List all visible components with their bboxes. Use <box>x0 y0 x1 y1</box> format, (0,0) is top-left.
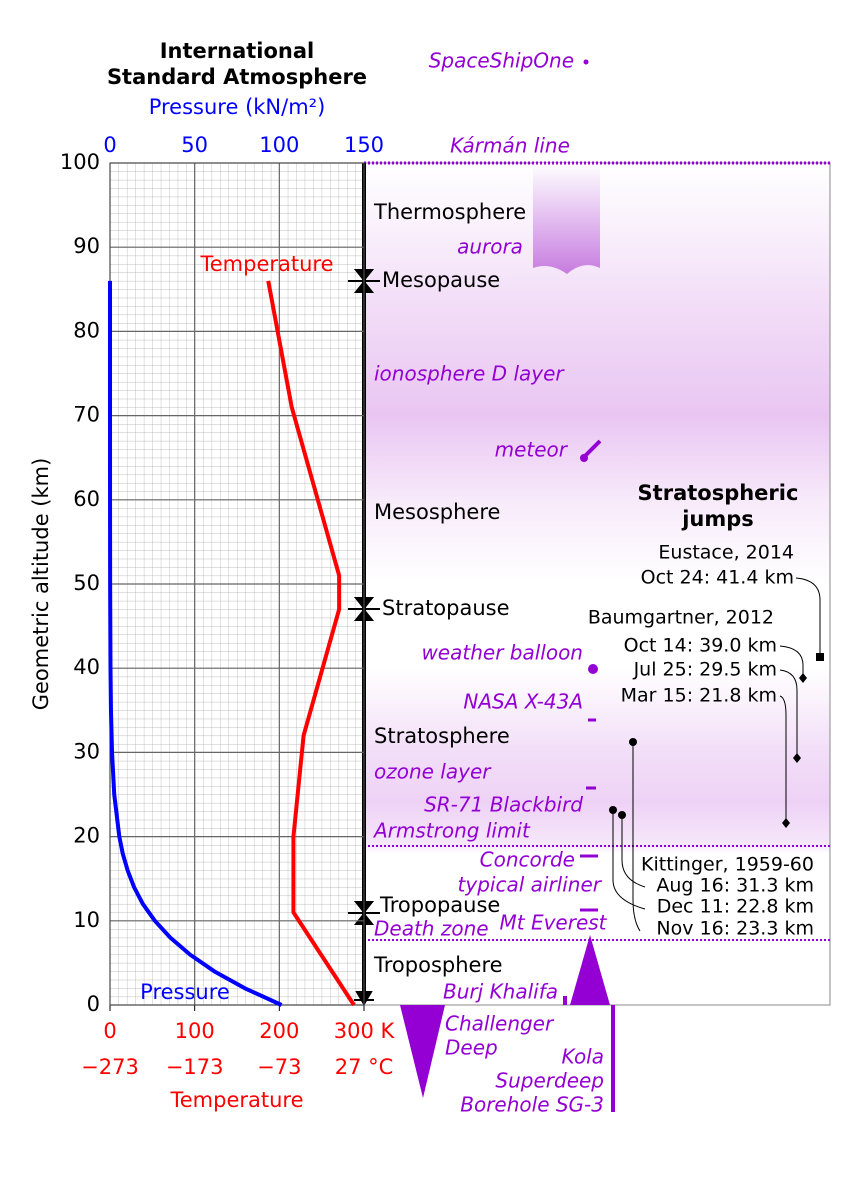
jump-label: Aug 16: 31.3 km <box>656 875 814 897</box>
meteor-head <box>580 454 588 462</box>
y-tick-label: 0 <box>87 992 100 1016</box>
annotation: SpaceShipOne <box>429 49 574 73</box>
x-tick-label: 50 <box>181 133 208 157</box>
y-tick-label: 70 <box>73 403 100 427</box>
series-line <box>108 280 283 1007</box>
annotation: aurora <box>457 235 523 259</box>
y-tick-label: 90 <box>73 234 100 258</box>
layer-label: Stratosphere <box>374 724 510 748</box>
celsius-tick-label: −73 <box>257 1055 301 1079</box>
title: Standard Atmosphere <box>107 65 367 89</box>
annotation: Deep <box>445 1036 498 1060</box>
pause-label: Mesopause <box>382 268 500 292</box>
jump-label: Kittinger, 1959-60 <box>641 854 814 876</box>
jump-leaders <box>612 577 821 932</box>
jump-label: Oct 14: 39.0 km <box>624 635 777 657</box>
spaceshipone-mark <box>583 59 589 65</box>
annotation: Death zone <box>374 917 489 941</box>
jump-label: Eustace, 2014 <box>658 542 794 564</box>
x2-tick-label: 300 K <box>334 1019 396 1043</box>
layer-label: Mesosphere <box>374 500 500 524</box>
series-label: Pressure <box>140 980 230 1004</box>
pause-label: Tropopause <box>379 893 500 917</box>
x-tick-label: 150 <box>344 133 384 157</box>
jumps-title: jumps <box>681 507 754 531</box>
jump-label: Dec 11: 22.8 km <box>657 896 814 918</box>
x2-tick-label: 200 <box>259 1019 299 1043</box>
annotation: SR-71 Blackbird <box>424 793 583 817</box>
annotation: typical airliner <box>458 873 603 897</box>
jump-label: Jul 25: 29.5 km <box>633 659 777 681</box>
jump-label: Nov 16: 23.3 km <box>656 918 814 940</box>
everest <box>570 935 610 1005</box>
meteor-mark <box>582 439 602 459</box>
layer-label: Troposphere <box>373 953 503 977</box>
annotation: Kola <box>562 1045 604 1069</box>
layer-label: Thermosphere <box>373 200 526 224</box>
jump-label: Oct 24: 41.4 km <box>641 567 794 589</box>
celsius-tick-label: −273 <box>81 1055 139 1079</box>
jumps-title: Stratospheric <box>638 481 799 505</box>
celsius-tick-label: 27 °C <box>335 1055 394 1079</box>
annotation: Borehole SG-3 <box>460 1093 604 1117</box>
annotation: Concorde <box>480 848 575 872</box>
burj-khalifa <box>563 996 567 1005</box>
jump-marker <box>816 653 824 661</box>
series-label: Temperature <box>199 252 333 276</box>
y-tick-label: 30 <box>73 739 100 763</box>
y-tick-label: 60 <box>73 487 100 511</box>
temperature-axis-label: Temperature <box>169 1088 303 1112</box>
y-tick-label: 20 <box>73 824 100 848</box>
pause-label: Stratopause <box>382 596 510 620</box>
x-tick-label: 0 <box>103 133 116 157</box>
jump-label: Mar 15: 21.8 km <box>621 685 777 707</box>
x2-tick-label: 100 <box>175 1019 215 1043</box>
jump-marker <box>629 738 637 746</box>
annotation: ozone layer <box>374 760 492 784</box>
y-tick-label: 10 <box>73 908 100 932</box>
balloon-mark <box>588 664 598 674</box>
x2-tick-label: 0 <box>103 1019 116 1043</box>
jump-marker <box>609 806 617 814</box>
annotation: meteor <box>495 438 569 462</box>
challenger-deep <box>400 1005 445 1098</box>
jump-label: Baumgartner, 2012 <box>588 607 774 629</box>
annotation: NASA X-43A <box>463 690 583 714</box>
annotation: Armstrong limit <box>372 819 531 843</box>
celsius-tick-label: −173 <box>166 1055 224 1079</box>
title: International <box>160 39 315 63</box>
aurora-band <box>533 163 600 274</box>
x-tick-label: 100 <box>259 133 299 157</box>
annotation: ionosphere D layer <box>374 362 565 386</box>
annotation: Burj Khalifa <box>443 980 558 1004</box>
annotation: Challenger <box>445 1012 555 1036</box>
y-tick-label: 40 <box>73 655 100 679</box>
y-tick-label: 80 <box>73 318 100 342</box>
y-axis-label: Geometric altitude (km) <box>29 458 53 711</box>
pressure-axis-label: Pressure (kN/m²) <box>149 95 326 119</box>
annotation: Kármán line <box>450 134 570 158</box>
y-tick-label: 50 <box>73 571 100 595</box>
jump-marker <box>618 811 626 819</box>
annotation: Superdeep <box>495 1069 604 1093</box>
y-tick-label: 100 <box>60 150 100 174</box>
annotation: weather balloon <box>421 641 583 665</box>
aircraft-marks <box>580 718 598 912</box>
series-line <box>266 280 356 1007</box>
atmosphere-panel <box>363 162 831 1006</box>
annotation: Mt Everest <box>499 911 607 935</box>
